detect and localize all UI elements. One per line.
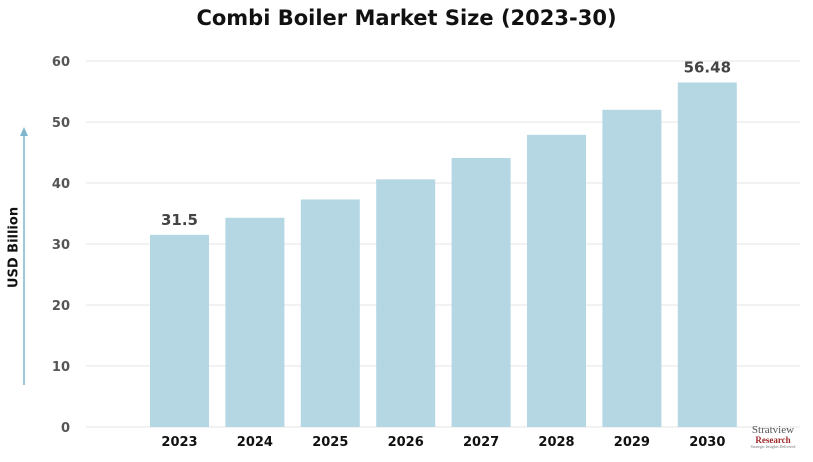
arrow-head-icon <box>20 127 28 136</box>
y-tick-label: 10 <box>52 360 70 375</box>
bar-2025 <box>300 199 360 427</box>
bar-2027 <box>451 157 511 428</box>
chart-title: Combi Boiler Market Size (2023-30) <box>196 6 617 30</box>
stratview-logo: Stratview Research Strategic Insights De… <box>742 425 804 449</box>
logo-sub: Research <box>755 435 791 445</box>
x-tick-label: 2027 <box>463 435 499 450</box>
x-tick-label: 2030 <box>689 435 725 450</box>
logo-tagline: Strategic Insights Delivered <box>750 444 796 449</box>
x-tick-label: 2025 <box>312 435 348 450</box>
y-tick-label: 20 <box>52 299 70 314</box>
y-tick-label: 0 <box>61 421 70 436</box>
bar-2028 <box>527 134 586 427</box>
logo-name: Stratview <box>751 424 795 436</box>
x-tick-label: 2029 <box>614 435 650 450</box>
data-label: 31.5 <box>161 211 198 229</box>
bar-2023 <box>150 234 209 427</box>
bar-2024 <box>225 217 285 427</box>
y-tick-label: 60 <box>52 55 70 70</box>
bar-2030 <box>677 82 737 428</box>
bar-2029 <box>602 109 662 428</box>
y-tick-label: 30 <box>52 238 70 253</box>
y-tick-label: 40 <box>52 177 70 192</box>
x-tick-label: 2023 <box>161 435 197 450</box>
x-tick-label: 2024 <box>237 435 273 450</box>
y-tick-label: 50 <box>52 116 70 131</box>
data-label: 56.48 <box>684 58 731 76</box>
x-tick-label: 2026 <box>388 435 424 450</box>
bar-2026 <box>376 179 436 427</box>
x-tick-label: 2028 <box>538 435 574 450</box>
